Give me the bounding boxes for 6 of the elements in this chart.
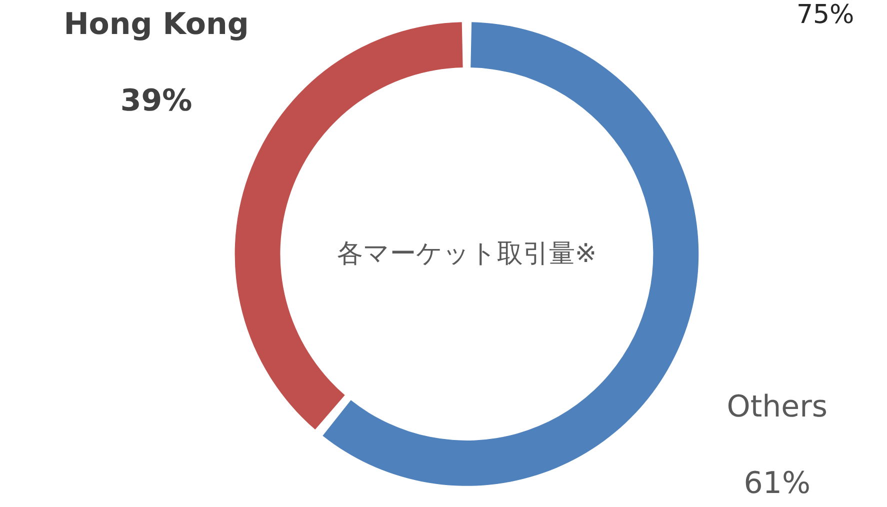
slice-label: Hong Kong <box>64 6 249 42</box>
data-label: 61% <box>744 466 810 502</box>
slice-label: Others <box>726 390 828 425</box>
text: 75% <box>796 0 854 30</box>
data-label: 39% <box>120 83 192 118</box>
text: 各マーケット取引量※ <box>336 239 597 269</box>
